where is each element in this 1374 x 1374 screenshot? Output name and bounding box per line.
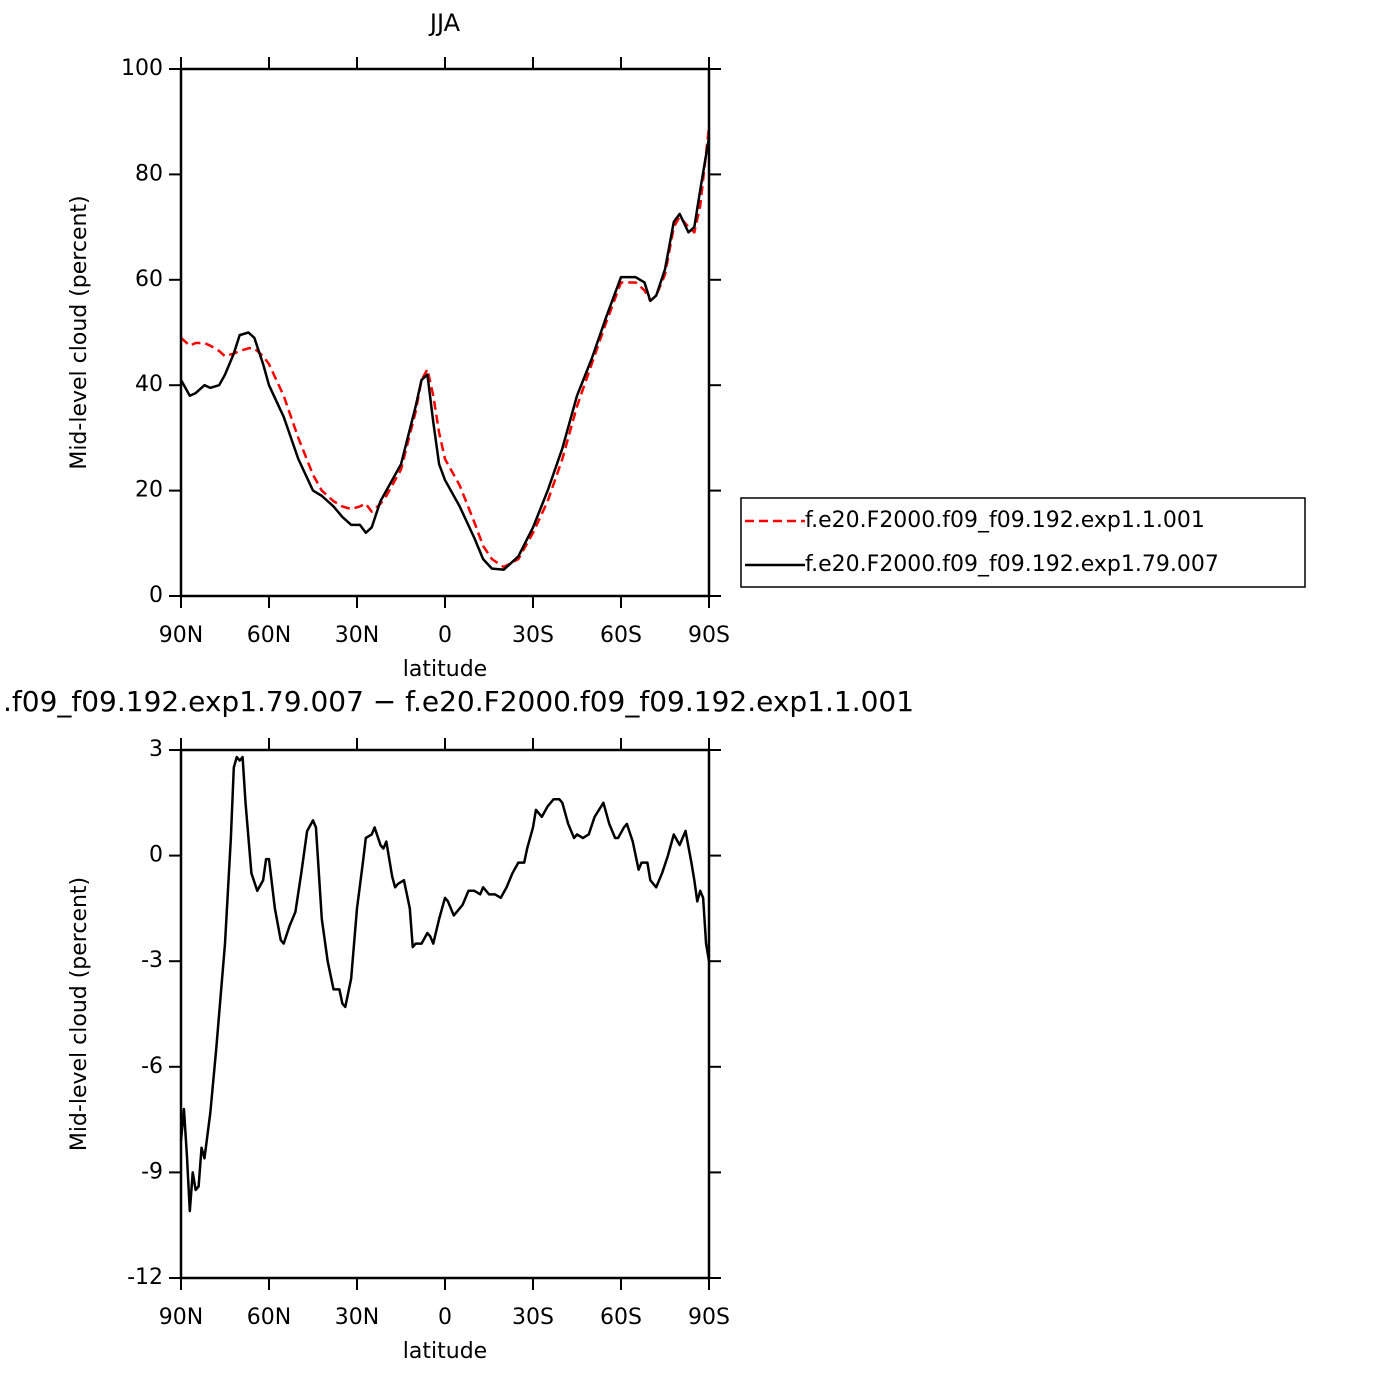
y-axis-label: Mid-level cloud (percent) <box>67 195 92 469</box>
legend-label: f.e20.F2000.f09_f09.192.exp1.79.007 <box>805 552 1219 577</box>
data-line <box>180 126 711 569</box>
y-axis-label: Mid-level cloud (percent) <box>67 877 92 1151</box>
y-tick-label: 0 <box>149 583 163 608</box>
y-tick-label: 60 <box>135 267 163 292</box>
y-tick-label: 0 <box>149 843 163 868</box>
x-tick-label: 90S <box>688 1305 730 1330</box>
chart-title: JJA <box>428 9 461 37</box>
x-tick-label: 30N <box>335 1305 379 1330</box>
x-tick-label: 90N <box>159 1305 203 1330</box>
plot-frame <box>179 67 711 598</box>
x-tick-label: 60S <box>600 623 642 648</box>
x-tick-label: 0 <box>438 623 452 648</box>
y-tick-label: 40 <box>135 372 163 397</box>
y-tick-label: -12 <box>127 1265 163 1290</box>
x-tick-label: 90S <box>688 623 730 648</box>
legend-box <box>740 497 1306 588</box>
y-tick-label: 3 <box>149 737 163 762</box>
x-tick-label: 30S <box>512 1305 554 1330</box>
y-tick-label: 80 <box>135 161 163 186</box>
x-tick-label: 90N <box>159 623 203 648</box>
chart-title: .f09_f09.192.exp1.79.007 − f.e20.F2000.f… <box>3 685 914 718</box>
y-tick-label: 100 <box>121 56 163 81</box>
y-tick-label: -3 <box>141 948 163 973</box>
x-tick-label: 60N <box>247 1305 291 1330</box>
x-tick-label: 60N <box>247 623 291 648</box>
legend-label: f.e20.F2000.f09_f09.192.exp1.1.001 <box>805 508 1205 533</box>
y-tick-label: -9 <box>141 1159 163 1184</box>
data-line <box>179 755 711 1213</box>
x-tick-label: 30S <box>512 623 554 648</box>
x-axis-label: latitude <box>403 657 487 682</box>
x-tick-label: 0 <box>438 1305 452 1330</box>
x-axis-label: latitude <box>403 1339 487 1364</box>
y-tick-label: 20 <box>135 478 163 503</box>
y-tick-label: -6 <box>141 1054 163 1079</box>
x-tick-label: 30N <box>335 623 379 648</box>
x-tick-label: 60S <box>600 1305 642 1330</box>
data-line <box>179 137 711 571</box>
